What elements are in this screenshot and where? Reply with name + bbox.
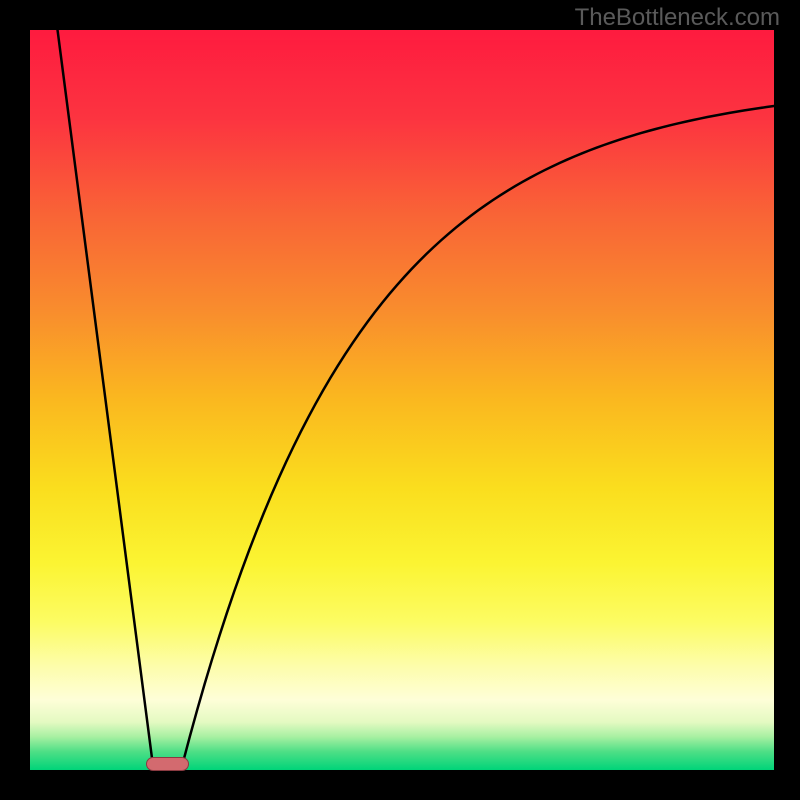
plot-area bbox=[30, 30, 774, 770]
watermark-text: TheBottleneck.com bbox=[575, 4, 780, 32]
bottleneck-marker bbox=[146, 757, 189, 770]
bottleneck-curve bbox=[30, 30, 774, 770]
